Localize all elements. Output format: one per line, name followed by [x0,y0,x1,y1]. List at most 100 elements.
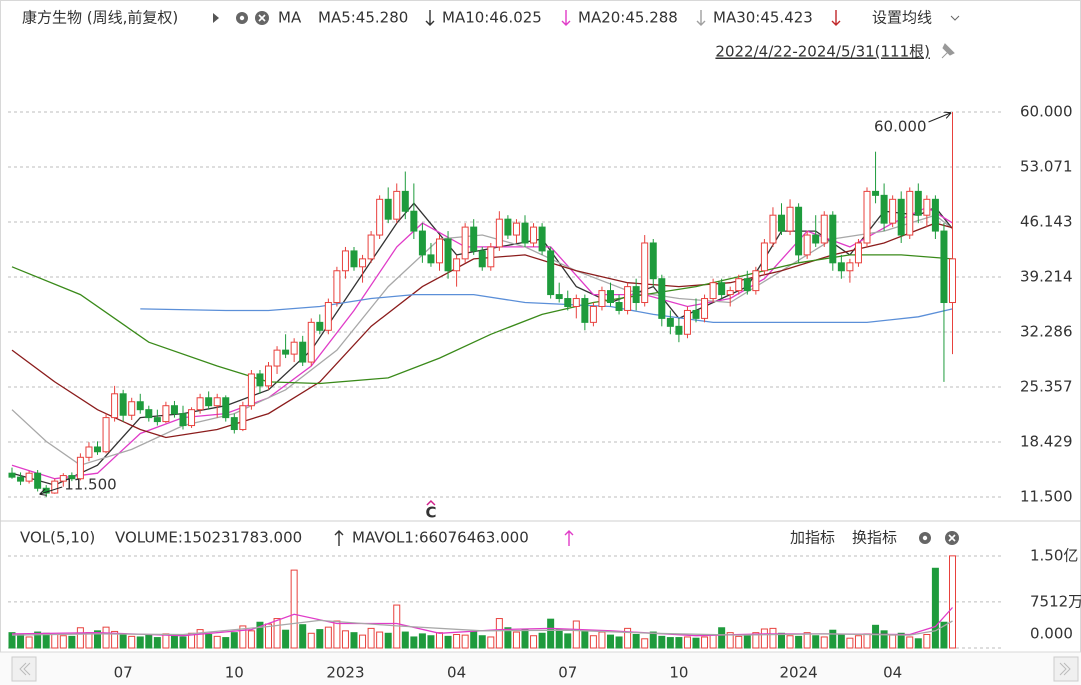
candle-body [572,298,580,307]
marker-label: C [425,504,436,522]
candle-body [8,472,16,478]
y-tick-label: 25.357 [1020,378,1073,396]
candle-body [299,341,307,363]
candle-body [872,190,880,196]
volume-bar [487,636,495,649]
candle-body [162,405,170,423]
volume-bar [521,629,529,649]
volume-bar [812,635,820,649]
volume-bar [76,627,84,649]
candle-body [701,298,709,319]
candle-body [564,298,572,307]
volume-bar [410,636,418,649]
up-arrow [334,530,344,546]
ma-value: MA10:46.025 [442,9,542,27]
candle-body [555,294,563,300]
ma-value: MA20:45.288 [578,9,678,27]
volume-bar [641,638,649,649]
candle-body [444,238,452,272]
candle-body [538,226,546,252]
volume-bar [547,618,555,649]
candle-body [376,198,384,236]
ma-value: MA5:45.280 [318,9,408,27]
annotation-label: 11.500 [64,476,117,494]
volume-bar [376,631,384,649]
candle-body [803,234,811,256]
volume-bar [923,634,931,649]
candle-body [786,206,794,232]
candle-body [624,286,632,311]
up-arrow [564,530,574,546]
moving-average-line [11,619,953,636]
volume-bar [607,634,614,649]
volume-bar [384,632,392,649]
volume-bar [701,636,709,649]
volume-bar [854,635,862,649]
candle-body [341,250,349,272]
candle-body [487,246,495,268]
moving-average-line [11,214,953,466]
volume-bar [846,637,854,649]
candle-body [897,198,905,236]
volume-bar [632,634,640,649]
volume-bar [153,637,161,649]
volume-bar [769,627,777,649]
candle-body [17,476,25,482]
chevron[interactable] [950,15,960,21]
candle-body [512,222,520,236]
volume-bar [136,636,144,649]
volume-bar [649,631,657,649]
candle-body [854,242,862,264]
volume-bar [213,635,221,649]
scroll-left[interactable] [11,656,37,682]
candle-body [666,317,674,327]
volume-bar [872,624,880,649]
ma-settings[interactable]: 设置均线 [872,9,932,27]
candle-body [914,190,922,216]
volume-bar [931,567,939,649]
volume-indicator: VOL(5,10) [20,529,95,547]
candle-body [675,325,683,335]
x-tick-label: 2024 [780,664,818,682]
candle-body [307,321,315,363]
marker-caret [426,499,436,506]
volume-bar [42,632,50,649]
candle-body [589,305,597,323]
indicator-button[interactable]: 加指标 [790,529,835,547]
volume-bar [316,629,324,649]
settings-icon[interactable] [919,532,931,544]
candle-body [820,214,828,244]
candle-body [153,417,161,423]
moving-average-line [11,254,953,385]
down-arrow [696,10,706,26]
volume-bar [564,633,572,649]
expand-icon[interactable] [213,13,219,23]
close-icon[interactable] [945,531,959,545]
volume-bar [85,632,93,649]
close-icon[interactable] [255,11,269,25]
candle-body [213,397,221,407]
volume-bar [461,634,469,649]
pin-icon[interactable] [941,43,955,59]
candle-body [743,278,751,292]
candle-body [461,226,469,260]
indicator-button[interactable]: 换指标 [852,529,897,547]
settings-icon[interactable] [236,12,248,24]
volume-bar [436,632,443,649]
candle-body [641,242,649,304]
volume-bar [17,634,25,649]
scroll-right[interactable] [1053,656,1079,682]
candle-body [384,198,392,220]
candle-body [931,198,939,232]
volume-bar [795,635,803,649]
volume-bar [111,630,119,649]
x-tick-label: 10 [669,664,688,682]
y-tick-label: 0.000 [1030,625,1073,643]
candle-body [196,397,204,411]
candle-body [145,409,153,419]
volume-bar [906,636,914,649]
down-arrow [831,10,841,26]
candle-body [282,349,290,355]
